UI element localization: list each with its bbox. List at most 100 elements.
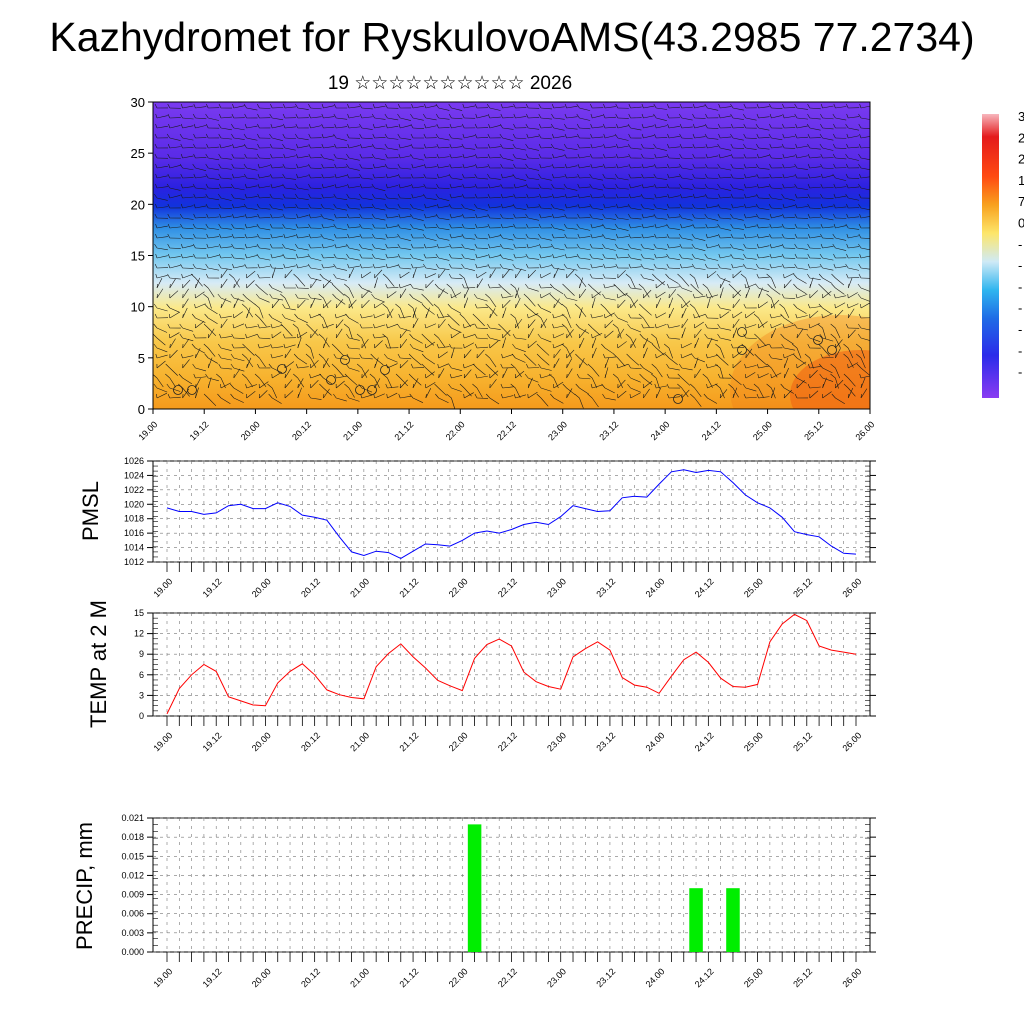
wind-barb [592,145,604,149]
wind-barb [771,207,783,210]
wind-barb [809,337,821,342]
wind-barb [283,263,286,269]
wind-barb [308,143,311,149]
wind-barb [182,359,190,369]
wind-barb [246,245,258,249]
wind-barb [691,263,695,269]
wind-barb [169,278,176,289]
wind-barb [604,320,614,329]
wind-barb [244,233,247,239]
wind-barb [604,177,616,180]
wind-barb [796,293,808,299]
wind-barb [846,133,849,139]
wind-barb [179,213,183,219]
wind-barb [848,135,860,139]
wind-barb [602,273,606,279]
wind-barb [822,127,834,130]
wind-barb [246,185,258,189]
wind-barb [526,133,529,139]
wind-barb [758,137,770,139]
wind-barb [847,308,855,319]
wind-barb [643,105,655,109]
wind-barb [656,147,667,151]
wind-barb [195,196,207,199]
wind-barb [758,226,770,229]
wind-barb [165,373,170,379]
wind-barb [462,173,465,179]
wind-barb [220,315,232,319]
wind-barb [822,287,831,296]
wind-barb [527,297,536,307]
wind-barb [499,123,503,129]
wind-barb [574,393,580,399]
wind-barb [857,293,862,299]
wind-barb [807,183,811,189]
wind-barb [819,253,823,259]
wind-barb [730,173,734,179]
wind-barb [474,393,478,399]
wind-barb [847,387,856,397]
wind-barb [758,373,769,379]
wind-barb [835,367,841,379]
wind-barb [822,337,834,342]
wind-barb [615,153,619,159]
wind-barb [630,367,642,370]
wind-barb [694,343,696,349]
wind-barb [537,333,542,339]
wind-barb [295,253,299,259]
wind-barb [704,173,708,179]
wind-barb [757,153,759,159]
wind-barb [395,303,401,309]
wind-barb [794,113,798,119]
wind-barb [231,243,235,249]
wind-barb [208,236,220,239]
wind-barb [472,383,478,389]
wind-barb [335,333,338,339]
wind-barb [348,377,358,386]
wind-barb [502,354,514,359]
wind-barb [728,373,734,379]
wind-barb [730,133,734,139]
wind-barb [643,277,655,281]
wind-barb [681,277,690,287]
wind-barb [627,203,631,209]
wind-barb [566,393,568,399]
wind-barb [591,397,599,408]
wind-barb [745,311,755,319]
wind-barb [348,226,360,229]
wind-barb [231,203,235,209]
wind-barb [704,103,708,109]
wind-barb [536,393,542,399]
wind-barb [822,383,824,389]
wind-barb [552,333,555,339]
wind-barb [528,377,539,383]
wind-barb [720,267,732,270]
wind-barb [677,273,683,279]
wind-barb [666,203,670,209]
wind-barb [488,253,491,259]
wind-barb [528,257,540,260]
wind-barb [361,367,368,378]
wind-barb [195,283,197,289]
wind-barb [310,297,316,309]
wind-barb [382,273,388,279]
wind-barb [323,300,332,309]
wind-barb [540,397,549,407]
wind-barb [361,337,367,349]
wind-barb [464,237,476,240]
wind-barb [296,173,299,179]
y-tick-label: 1024 [124,470,144,480]
wind-barb [361,137,373,140]
wind-barb [848,292,858,299]
wind-barb [818,283,823,289]
wind-barb [167,233,171,239]
wind-barb [705,353,708,359]
wind-barb [732,393,735,399]
wind-barb [603,263,606,269]
wind-barb [295,223,299,229]
wind-barb [476,136,488,139]
wind-barb [487,113,491,119]
wind-barb [612,373,618,379]
wind-barb [666,363,670,369]
